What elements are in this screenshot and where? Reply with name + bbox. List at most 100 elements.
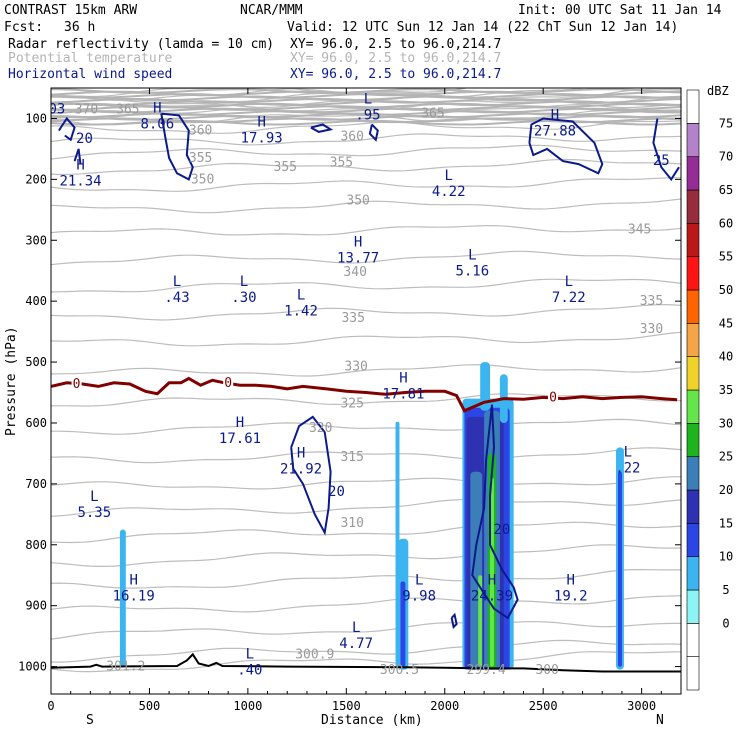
colorbar-label: 55 [719, 250, 733, 264]
theta-label: 300 [535, 663, 558, 678]
colorbar-label: 70 [719, 150, 733, 164]
wind-speed-contour [160, 112, 194, 181]
wind-extremum-value: 17.61 [219, 431, 261, 447]
freezing-level-label: 0 [73, 377, 81, 392]
theta-contour-line [51, 250, 681, 266]
theta-contour-line [51, 639, 681, 663]
wind-extremum-type: H [354, 235, 362, 251]
wind-extremum-type: L [173, 274, 181, 290]
colorbar-swatch [686, 289, 700, 324]
colorbar-swatch [686, 223, 700, 257]
x-tick-label: 2500 [529, 699, 558, 713]
colorbar: dBZ 0 5 10 15 20 25 30 35 40 45 50 55 60 65 70 75 [686, 84, 733, 691]
theta-contour-line [51, 177, 681, 192]
axes: 0 500 1000 1500 2000 2500 30001002003004005006… [18, 88, 681, 713]
reflectivity-column [478, 575, 483, 667]
theta-label: 320 [309, 421, 332, 436]
wind-extremum-type: H [488, 573, 496, 589]
freezing-level-label: 0 [224, 376, 232, 391]
wind-extremum-value: 24.39 [471, 589, 513, 605]
end-label-north: N [656, 713, 664, 728]
center-name: NCAR/MMM [240, 3, 303, 18]
theta-contour-line [51, 447, 681, 464]
reflectivity-layer [119, 362, 624, 670]
wind-contour-label: 20 [76, 131, 93, 147]
valid-time: Valid: 12 UTC Sun 12 Jan 14 (22 ChT Sun … [287, 20, 678, 35]
wind-extremum-value: 1.42 [284, 304, 318, 320]
freezing-label-bg [223, 376, 234, 388]
theta-label: 345 [628, 222, 651, 237]
colorbar-swatch [686, 323, 700, 357]
wind-extremum-value: .95 [355, 107, 380, 123]
reflectivity-column [480, 362, 491, 411]
theta-contour-dense [51, 119, 681, 126]
theta-label: 330 [344, 359, 367, 374]
theta-contour-line [51, 418, 681, 435]
fcst-value: 36 h [64, 20, 95, 35]
x-tick-label: 1500 [332, 699, 361, 713]
wind-extremum-type: H [297, 445, 305, 461]
wind-extremum-type: L [364, 91, 372, 107]
y-tick-label: 300 [25, 233, 47, 247]
theta-contour-line [51, 476, 681, 490]
theta-contour-line [51, 544, 681, 567]
colorbar-swatch [686, 489, 700, 524]
wind-extremum-type: L [90, 489, 98, 505]
theta-label: 335 [640, 294, 663, 309]
wind-extremum-type: H [567, 573, 575, 589]
contour-labels: 370 365 360 355 350 365 360 355 355 350 345 340 335 3… [51, 91, 670, 678]
wind-extremum-type: H [257, 115, 265, 131]
wind-extremum-value: 17.81 [382, 386, 424, 402]
colorbar-swatch [686, 389, 700, 424]
theta-label: 350 [191, 172, 214, 187]
theta-contour-line [51, 224, 681, 236]
theta-label: 300.9 [295, 647, 334, 662]
freezing-label-bg [548, 391, 559, 403]
theta-label: 370 [75, 102, 98, 117]
theta-label: 315 [340, 450, 363, 465]
wind-extremum-value: 21.34 [59, 173, 101, 189]
theta-contour-dense [51, 112, 681, 119]
colorbar-label: 15 [719, 516, 733, 530]
y-tick-label: 500 [25, 355, 47, 369]
x-axis-label: Distance (km) [321, 713, 423, 728]
colorbar-label: 60 [719, 216, 733, 230]
colorbar-swatch [686, 556, 700, 591]
y-tick-label: 900 [25, 599, 47, 613]
wind-extremum-value: 8.06 [140, 117, 174, 133]
terrain [51, 652, 681, 673]
wind-extremum-type: H [236, 415, 244, 431]
theta-contour-line [51, 620, 681, 640]
x-tick-label: 500 [139, 699, 161, 713]
wind-extremum-type: H [399, 370, 407, 386]
theta-contour-line [51, 569, 681, 589]
freezing-label-bg [71, 377, 82, 389]
y-tick-label: 100 [25, 111, 47, 125]
wind-extremum-type: L [444, 168, 452, 184]
theta-contour-line [51, 651, 681, 673]
theta-contour-line [51, 521, 681, 544]
wind-speed-contour [58, 116, 76, 142]
colorbar-swatch [686, 456, 700, 491]
y-tick-label: 400 [25, 294, 47, 308]
theta-label: 365 [421, 107, 444, 122]
theta-label: 299.4 [467, 663, 506, 678]
colorbar-label: 35 [719, 383, 733, 397]
theta-contour-line [51, 595, 681, 613]
terrain-line [51, 652, 681, 673]
wind-extremum-value: .43 [164, 290, 189, 306]
colorbar-swatch [686, 656, 700, 691]
y-tick-label: 200 [25, 172, 47, 186]
wind-extremum-value: 19.2 [554, 589, 588, 605]
colorbar-swatch [686, 156, 700, 191]
theta-contour-dense [51, 93, 681, 99]
wind-extremum-type: L [297, 288, 305, 304]
y-tick-label: 600 [25, 416, 47, 430]
theta-contour-dense [51, 107, 681, 114]
wind-extremum-value: 27.88 [534, 123, 576, 139]
wind-contours [58, 112, 680, 629]
theta-contour-line [51, 278, 681, 293]
theta-label: 300.5 [380, 663, 419, 678]
wind-extremum-type: L [624, 445, 632, 461]
theta-contour-line [51, 133, 681, 146]
